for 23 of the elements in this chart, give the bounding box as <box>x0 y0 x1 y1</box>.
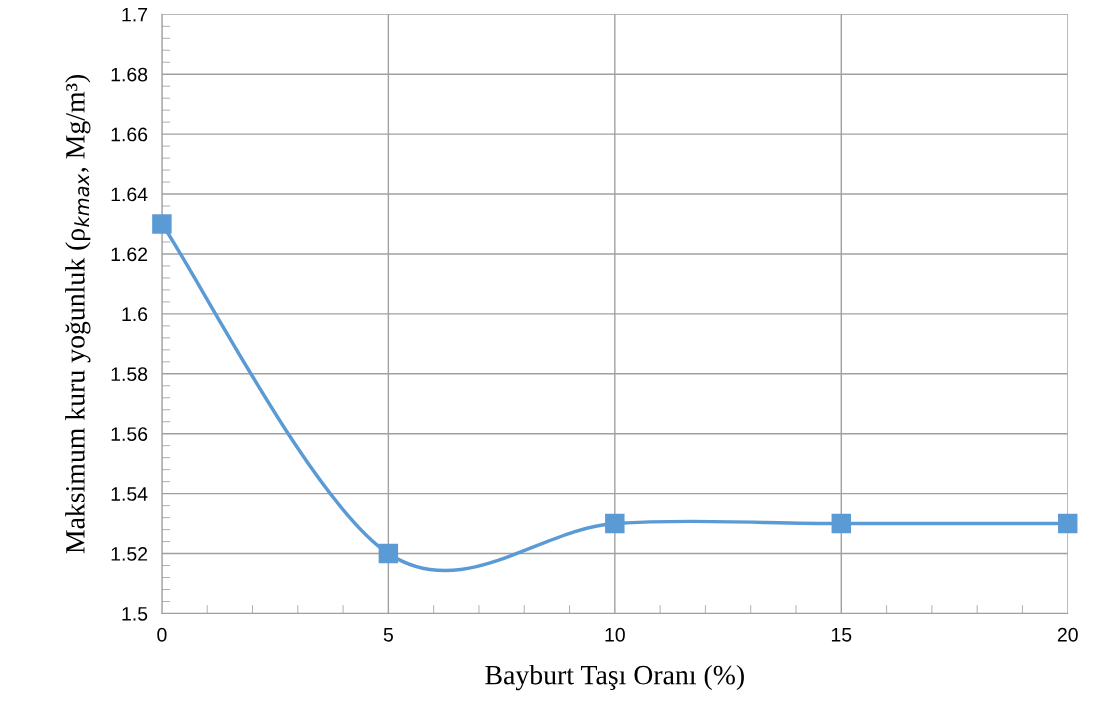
y-tick-label: 1.5 <box>122 607 148 621</box>
y-tick-label: 1.66 <box>111 127 148 142</box>
y-tick-label: 1.62 <box>111 247 148 262</box>
y-tick-label: 1.58 <box>111 367 148 382</box>
y-axis-title: Maksimum kuru yoğunluk (ρ$_{kmax}$, Mg/m³) <box>65 75 91 554</box>
x-tick-label: 0 <box>157 627 167 642</box>
point <box>831 513 852 534</box>
x-tick-label: 20 <box>1057 627 1078 642</box>
point <box>1058 513 1078 534</box>
x-tick-label: 10 <box>605 627 625 642</box>
y-tick-label: 1.7 <box>122 7 148 22</box>
point <box>152 214 172 234</box>
point <box>605 513 625 534</box>
x-tick-label: 15 <box>831 628 852 642</box>
y-tick-label: 1.54 <box>111 487 148 501</box>
point <box>378 543 399 564</box>
y-tick-label: 1.68 <box>111 67 148 82</box>
y-tick-label: 1.52 <box>111 547 148 561</box>
x-axis-title: Bayburt Taşı Oranı (%) <box>485 664 744 691</box>
y-tick-label: 1.56 <box>111 427 148 441</box>
y-tick-label: 1.64 <box>111 187 148 202</box>
x-tick-label: 5 <box>383 628 393 642</box>
y-tick-label: 1.6 <box>122 307 148 322</box>
